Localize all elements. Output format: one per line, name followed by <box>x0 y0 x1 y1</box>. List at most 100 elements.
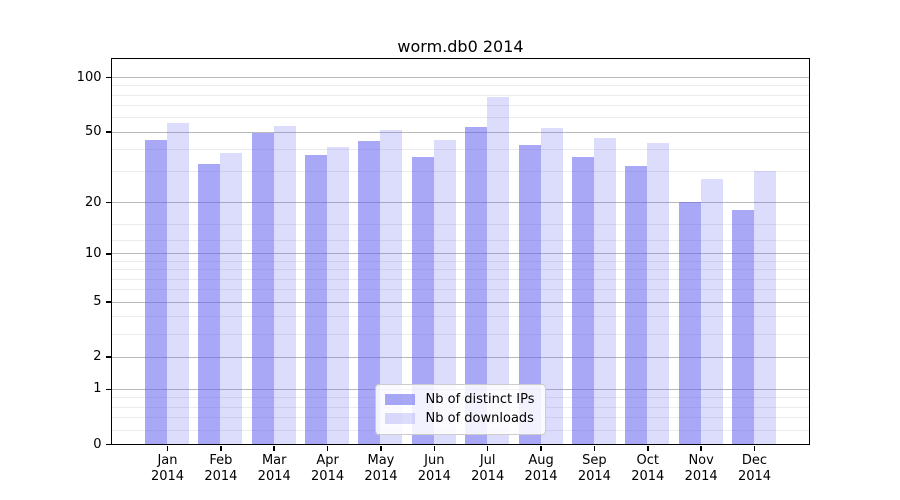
x-axis-tick-label: Feb 2014 <box>191 453 251 485</box>
x-axis-tick-label: Jan 2014 <box>138 453 198 485</box>
gridline-major <box>112 77 809 79</box>
plot-inner <box>112 59 809 444</box>
gridline-minor <box>112 117 809 119</box>
bar-downloads <box>327 146 350 444</box>
x-tick-month: Feb <box>209 452 233 468</box>
x-tick-year: 2014 <box>311 468 345 484</box>
y-axis-tick-label: 10 <box>84 245 102 261</box>
y-axis-tick-label: 5 <box>93 294 102 310</box>
x-axis-tick-label: Oct 2014 <box>618 453 678 485</box>
bar-distinct-ips <box>625 166 648 444</box>
gridline-minor <box>112 240 809 242</box>
bar-downloads <box>273 125 296 444</box>
gridline-minor <box>112 333 809 335</box>
bar-distinct-ips <box>198 163 221 444</box>
y-tick-mark <box>105 253 111 255</box>
gridline-minor <box>112 171 809 173</box>
y-axis-tick-label: 20 <box>84 194 102 210</box>
gridline-major <box>112 356 809 358</box>
x-tick-year: 2014 <box>150 468 185 484</box>
x-axis-tick-label: Jul 2014 <box>458 453 518 485</box>
bar-downloads <box>540 128 563 444</box>
gridline-major <box>112 253 809 255</box>
y-axis-tick-label: 2 <box>93 349 102 365</box>
x-tick-month: Dec <box>741 452 768 468</box>
bar-downloads <box>593 138 616 444</box>
x-tick-mark <box>647 445 649 451</box>
gridline-minor <box>112 94 809 96</box>
x-tick-year: 2014 <box>524 468 558 484</box>
x-tick-year: 2014 <box>417 468 451 484</box>
y-tick-mark <box>105 443 111 446</box>
y-tick-mark <box>105 388 111 391</box>
bar-downloads <box>220 152 243 444</box>
x-axis-tick-label: Mar 2014 <box>244 453 304 485</box>
x-tick-mark <box>540 445 542 451</box>
x-axis-tick-label: Sep 2014 <box>564 453 624 485</box>
x-tick-year: 2014 <box>364 468 398 484</box>
x-tick-year: 2014 <box>471 468 505 484</box>
legend-label-distinct-ips: Nb of distinct IPs <box>425 392 535 407</box>
gridline-minor <box>112 316 809 318</box>
y-tick-mark <box>105 201 111 204</box>
x-axis-tick-label: Jun 2014 <box>404 453 464 485</box>
bar-downloads <box>647 143 670 444</box>
x-tick-year: 2014 <box>684 468 718 484</box>
x-tick-mark <box>753 445 756 451</box>
bar-distinct-ips <box>678 202 701 444</box>
legend-item-distinct-ips: Nb of distinct IPs <box>384 390 535 409</box>
bar-downloads <box>380 129 403 444</box>
x-tick-month: Jun <box>424 452 445 468</box>
y-axis-tick-label: 1 <box>93 381 102 397</box>
bar-distinct-ips <box>251 133 274 444</box>
gridline-minor <box>112 260 809 262</box>
x-tick-year: 2014 <box>631 468 665 484</box>
x-axis-tick-label: May 2014 <box>351 453 411 485</box>
y-axis-tick-label: 50 <box>84 124 102 139</box>
gridline-minor <box>112 148 809 150</box>
bar-distinct-ips <box>465 126 488 444</box>
x-axis-tick-label: Dec 2014 <box>725 453 785 485</box>
y-tick-mark <box>105 131 111 133</box>
gridline-minor <box>112 289 809 291</box>
bar-downloads <box>433 139 456 444</box>
x-tick-month: Aug <box>528 452 554 468</box>
x-tick-month: Oct <box>636 452 659 468</box>
x-axis-tick-label: Aug 2014 <box>511 453 571 485</box>
x-tick-month: May <box>367 452 395 468</box>
x-axis-tick-label: Nov 2014 <box>671 453 731 485</box>
x-tick-year: 2014 <box>577 468 611 484</box>
bar-distinct-ips <box>518 145 541 444</box>
legend: Nb of distinct IPs Nb of downloads <box>374 384 547 435</box>
plot-area: Nb of distinct IPs Nb of downloads <box>111 58 810 445</box>
x-tick-year: 2014 <box>204 468 238 484</box>
x-tick-month: Apr <box>316 452 339 468</box>
y-tick-mark <box>105 356 111 358</box>
gridline-minor <box>112 85 809 87</box>
bar-distinct-ips <box>145 139 167 444</box>
bar-downloads <box>754 171 776 444</box>
legend-swatch-distinct-ips <box>384 394 415 405</box>
bar-downloads <box>167 122 189 444</box>
x-tick-month: Mar <box>261 452 287 468</box>
x-tick-year: 2014 <box>257 468 291 484</box>
x-tick-mark <box>593 445 596 451</box>
x-tick-mark <box>220 445 222 451</box>
gridline-minor <box>112 269 809 271</box>
y-tick-mark <box>105 301 111 303</box>
x-tick-mark <box>380 445 382 451</box>
gridline-minor <box>112 278 809 280</box>
legend-label-downloads: Nb of downloads <box>425 411 534 426</box>
x-tick-mark <box>486 445 489 451</box>
x-tick-mark <box>700 445 702 451</box>
gridline-major <box>112 131 809 133</box>
x-tick-month: Nov <box>688 452 714 468</box>
bar-downloads <box>700 179 723 444</box>
bar-distinct-ips <box>358 141 381 444</box>
gridline-minor <box>112 105 809 107</box>
x-axis-tick-label: Apr 2014 <box>298 453 358 485</box>
x-tick-mark <box>166 445 169 451</box>
bar-distinct-ips <box>571 157 594 444</box>
x-tick-mark <box>273 445 275 451</box>
